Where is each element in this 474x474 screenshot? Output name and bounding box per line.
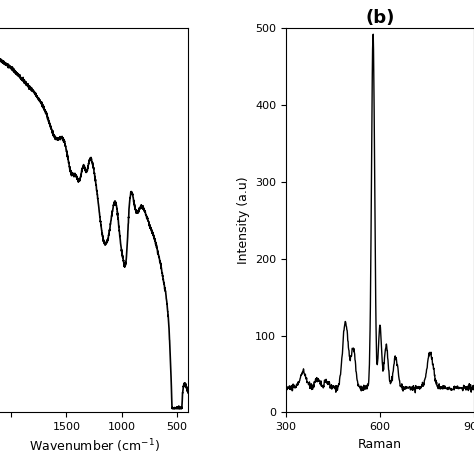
Y-axis label: Intensity (a.u): Intensity (a.u) xyxy=(237,177,249,264)
X-axis label: Raman: Raman xyxy=(358,438,402,451)
X-axis label: Wavenumber (cm$^{-1}$): Wavenumber (cm$^{-1}$) xyxy=(28,438,160,455)
Title: (b): (b) xyxy=(365,9,395,27)
